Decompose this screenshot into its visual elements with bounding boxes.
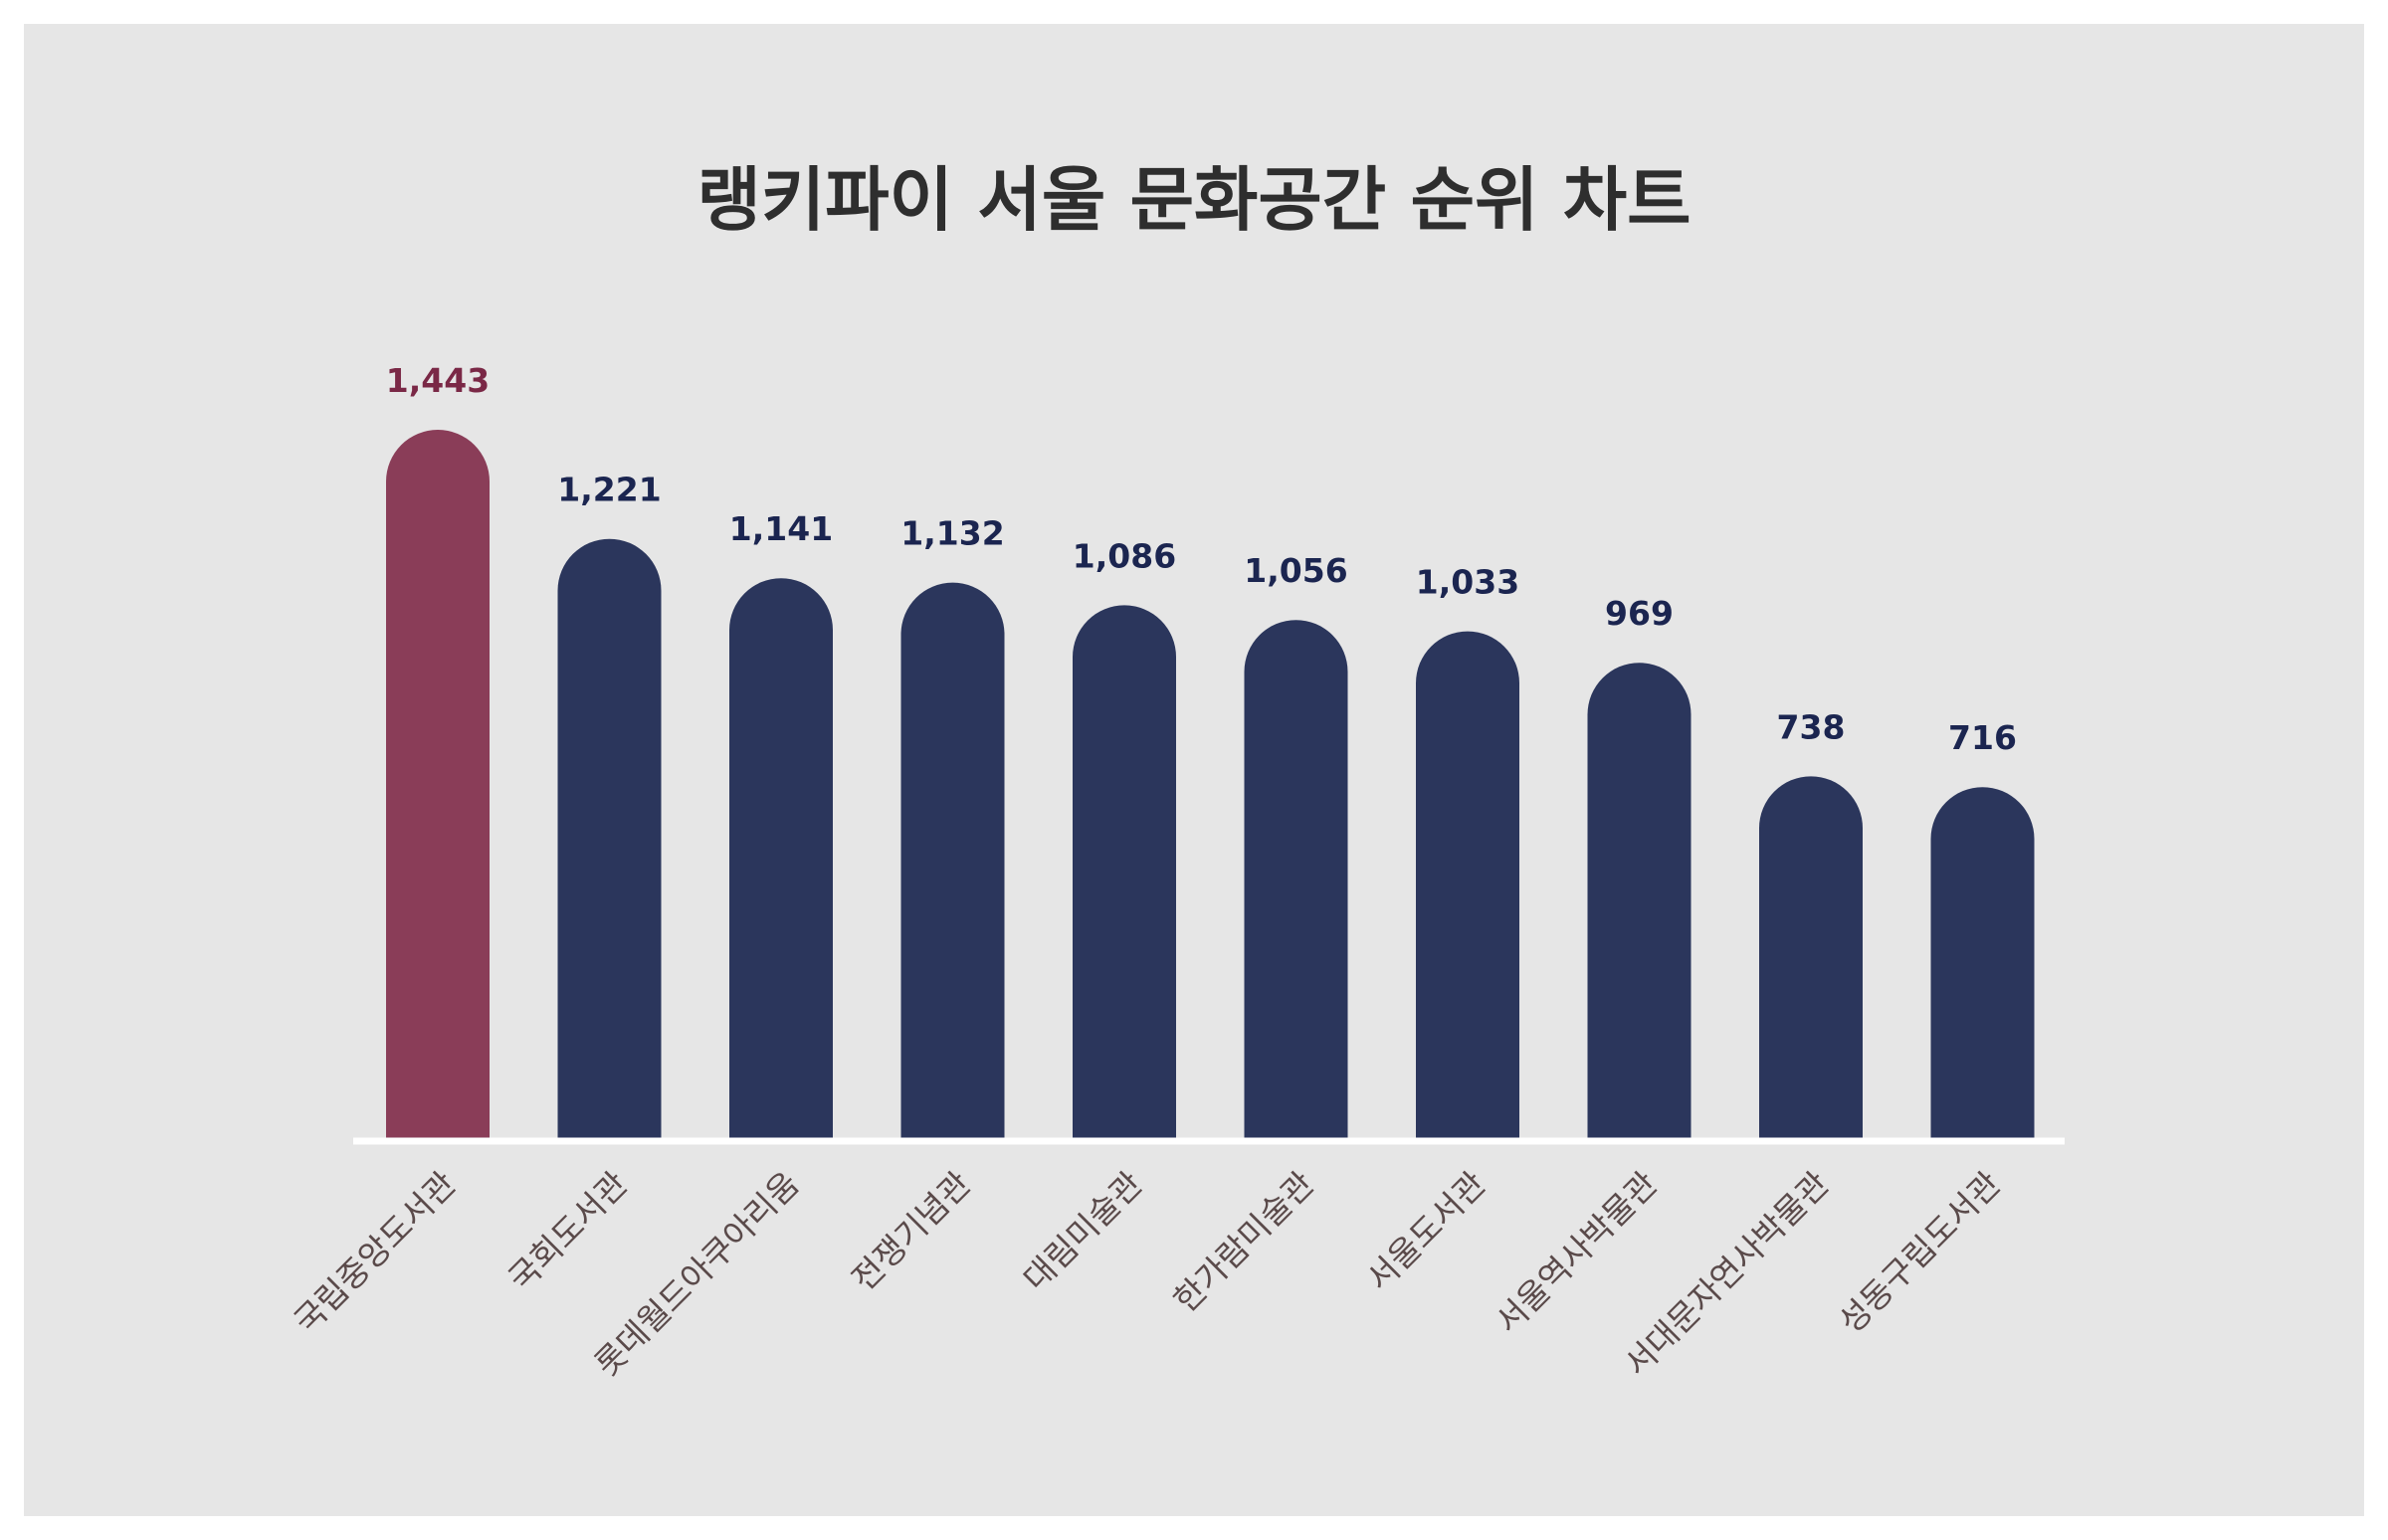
bar [386, 430, 490, 1139]
category-label: 성동구립도서관 [1831, 1164, 2008, 1341]
bar [1587, 663, 1692, 1139]
bar [729, 578, 833, 1139]
bar [1930, 787, 2035, 1139]
bar [1416, 631, 1519, 1139]
category-label: 한가람미술관 [1166, 1164, 1321, 1319]
value-label: 1,086 [1073, 536, 1176, 575]
value-label: 969 [1605, 594, 1674, 633]
value-label: 1,443 [386, 361, 490, 400]
bars-group [386, 430, 2035, 1139]
category-label: 국회도서관 [500, 1164, 635, 1298]
value-labels-group: 1,443 1,221 1,141 1,132 1,086 1,056 1,033 969 73… [386, 361, 2017, 757]
category-label: 서울역사박물관 [1488, 1164, 1665, 1341]
value-label: 1,132 [900, 514, 1004, 553]
bar [1244, 620, 1348, 1139]
bar [1759, 776, 1863, 1139]
category-label: 서울도서관 [1359, 1164, 1493, 1298]
value-label: 1,141 [729, 509, 833, 548]
category-label: 대림미술관 [1016, 1164, 1150, 1298]
chart-title: 랭키파이 서울 문화공간 순위 차트 [696, 159, 1692, 241]
category-label: 국립중앙도서관 [287, 1164, 464, 1341]
value-label: 738 [1777, 707, 1846, 746]
value-label: 1,221 [557, 471, 661, 509]
bar [1073, 605, 1176, 1139]
category-label: 전쟁기념관 [844, 1164, 978, 1298]
bar [900, 582, 1005, 1139]
bar [557, 538, 662, 1139]
value-label: 716 [1948, 718, 2017, 757]
value-label: 1,056 [1244, 551, 1347, 590]
value-label: 1,033 [1416, 563, 1519, 602]
